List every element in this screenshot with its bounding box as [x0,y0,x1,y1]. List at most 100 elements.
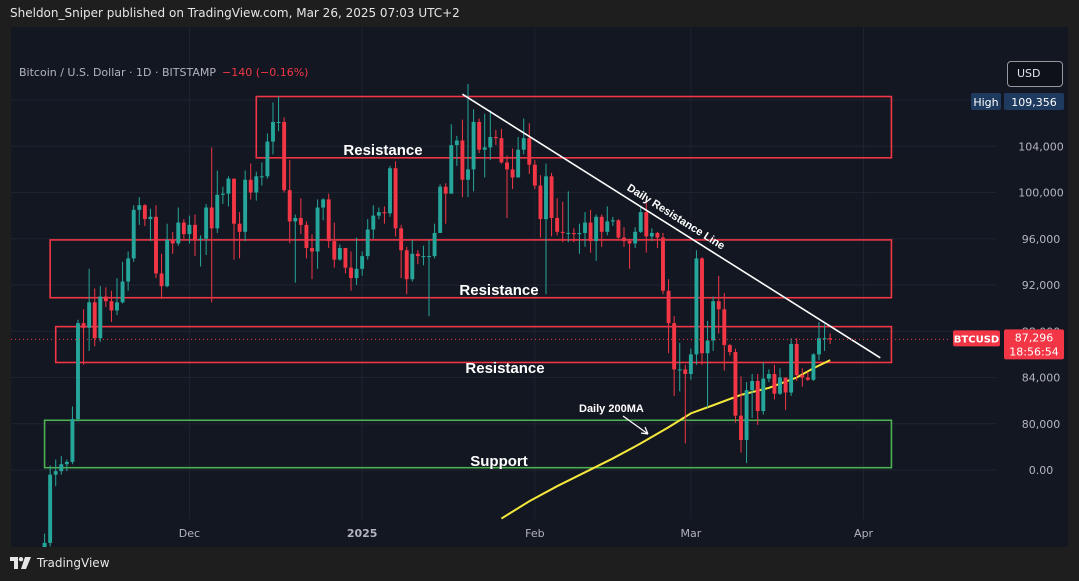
candle-body [683,369,688,375]
candle-body [766,374,771,379]
candle [215,170,220,233]
candle-body [677,369,682,371]
candle [287,160,292,244]
current-price: 87,296 [1015,331,1054,344]
candle-body [120,281,125,303]
candle [700,257,704,365]
candle [337,244,342,261]
candle [98,286,103,342]
candle [449,124,454,194]
candle-body [321,199,326,208]
candle [800,368,805,387]
candle-body [310,248,314,252]
candle-body [722,309,727,346]
candle-body [259,176,264,178]
candle-body [154,216,158,274]
support-zone [43,419,893,469]
candle [722,293,727,371]
candle [388,165,392,217]
candle [733,348,738,423]
candle [761,362,766,415]
resistance-zone [255,95,893,159]
candle [610,216,615,227]
candle-body [432,232,437,257]
chart-panel[interactable]: Daily Resistance Line Resistance Resistan… [11,27,1068,547]
candle-body [800,375,805,378]
candle-body [109,301,114,311]
candle-body [137,205,142,210]
candle-body [181,222,186,235]
x-tick-label: Mar [680,527,701,540]
candle-body [42,542,47,547]
candle [817,322,821,361]
candle-body [828,338,833,340]
candle [477,118,482,154]
resistance-zone-label: Resistance [465,360,544,377]
candle-body [666,290,671,324]
candle-body [599,216,604,232]
candle [371,205,376,239]
candle-body [594,216,599,242]
candle [755,374,760,425]
candle [716,275,721,334]
candle [254,171,259,201]
candle-body [103,296,108,302]
candle-body [449,145,454,194]
candle-body [655,232,660,238]
candle-body [605,221,610,232]
x-tick-label: Feb [525,527,544,540]
candle [471,109,476,192]
candle [594,214,599,261]
candle-body [248,179,253,193]
candle-body [560,231,565,233]
candle [204,204,209,255]
x-tick-label: Apr [854,527,874,540]
candle-body [716,301,721,310]
candle [187,215,192,244]
candle-body [633,231,638,244]
candle-body [148,216,153,220]
candle-body [772,374,777,394]
candle [778,368,782,395]
candle-body [627,241,632,244]
candle [783,377,788,410]
candlestick-chart[interactable]: Daily Resistance Line ResistanceResistan… [11,27,1068,547]
candle-body [170,239,175,244]
candle [427,239,431,317]
candle-body [142,205,147,220]
candle-body [131,209,136,259]
candle-body [583,222,587,233]
candle-body [527,138,532,165]
candle [276,96,281,132]
high-tag-label: High [973,96,998,109]
candle-body [454,140,459,146]
candle [488,110,493,161]
candle-body [287,190,292,222]
candle [599,214,604,247]
candle-body [499,138,504,163]
candle [76,319,80,422]
resistance-zone-label: Resistance [343,142,422,159]
symbol-title: Bitcoin / U.S. Dollar · 1D · BITSTAMP [19,66,216,79]
price-change: −140 (−0.16%) [221,66,309,79]
candle-body [727,345,732,353]
currency-button[interactable]: USD [1007,61,1063,87]
candle-body [404,250,409,280]
candle-body [232,178,236,224]
candle-body [505,162,509,170]
high-value-tag [1004,93,1064,110]
candle [176,207,181,246]
candle-body [750,380,755,391]
candle [193,214,197,257]
candle [711,296,716,351]
candle-body [81,323,86,328]
candle [109,290,114,322]
candle [443,183,448,224]
candle [666,279,671,354]
candle [271,102,275,155]
candle [454,135,459,166]
candle-body [187,224,192,235]
candle [399,224,404,279]
candle-body [532,164,537,186]
candle [432,223,437,259]
